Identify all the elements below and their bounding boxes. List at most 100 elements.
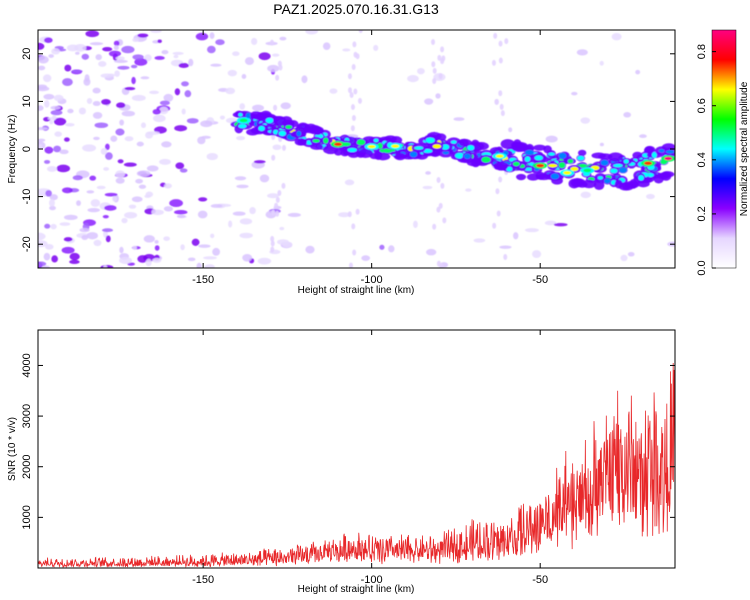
noise-speckle — [257, 257, 272, 265]
signal-blob-outer — [471, 157, 481, 168]
noise-speckle — [72, 175, 83, 181]
noise-speckle — [94, 122, 109, 129]
noise-speckle — [44, 159, 51, 164]
striation-speckle — [432, 67, 437, 74]
noise-speckle — [206, 152, 218, 161]
striation-speckle — [437, 54, 442, 61]
snr-y-tick-label: 1000 — [21, 505, 33, 529]
signal-blob-outer — [533, 144, 547, 151]
signal-blob-outer — [607, 152, 624, 162]
noise-speckle — [174, 88, 181, 96]
signal-blob — [610, 168, 618, 174]
noise-speckle — [239, 103, 246, 110]
striation-speckle — [349, 92, 354, 99]
signal-blob-outer — [516, 173, 527, 181]
noise-speckle — [86, 98, 93, 104]
noise-speckle — [305, 30, 319, 35]
signal-blob-outer — [621, 182, 631, 190]
noise-speckle — [50, 223, 57, 230]
spectrogram-x-tick-label: -100 — [361, 274, 383, 286]
striation-speckle — [271, 209, 276, 216]
signal-blob — [373, 138, 379, 143]
noise-speckle — [197, 210, 208, 219]
noise-speckle — [169, 199, 183, 207]
noise-speckle — [89, 175, 97, 181]
striation-speckle — [275, 210, 280, 217]
striation-speckle — [355, 208, 360, 215]
noise-speckle — [152, 257, 162, 263]
snr-x-tick-label: -100 — [361, 574, 383, 586]
noise-speckle — [38, 240, 48, 248]
noise-speckle — [344, 179, 355, 186]
signal-blob-outer — [500, 139, 515, 149]
signal-blob-outer — [577, 149, 587, 156]
noise-speckle — [301, 75, 308, 84]
noise-speckle — [154, 240, 159, 244]
noise-speckle — [63, 214, 78, 221]
noise-speckle — [422, 185, 433, 190]
noise-speckle — [287, 212, 301, 218]
striation-speckle — [273, 104, 278, 111]
noise-speckle — [172, 51, 184, 55]
signal-blob-outer — [526, 173, 540, 181]
noise-speckle — [137, 255, 148, 263]
noise-speckle — [103, 167, 110, 171]
noise-speckle — [599, 142, 604, 147]
snr-y-tick-label: 2000 — [21, 454, 33, 478]
signal-blob — [238, 113, 243, 117]
signal-blob-outer — [383, 135, 397, 143]
striation-speckle — [436, 177, 441, 184]
noise-speckle — [131, 76, 136, 85]
noise-speckle — [96, 185, 106, 190]
signal-blob — [450, 140, 457, 144]
noise-speckle — [225, 87, 236, 95]
noise-speckle — [305, 245, 315, 254]
striation-speckle — [350, 125, 355, 132]
spectrogram-x-tick-label: -150 — [192, 274, 214, 286]
striation-speckle — [492, 222, 497, 229]
noise-speckle — [74, 43, 87, 52]
striation-speckle — [270, 235, 275, 242]
signal-core — [536, 163, 545, 168]
noise-speckle — [114, 70, 120, 77]
signal-blob — [506, 166, 513, 172]
signal-blob-outer — [256, 111, 265, 121]
noise-speckle — [113, 45, 119, 51]
noise-speckle — [159, 106, 169, 115]
noise-speckle — [184, 90, 192, 98]
noise-speckle — [163, 183, 172, 189]
noise-speckle — [145, 131, 154, 139]
colorbar: 0.0 0.2 0.4 0.6 0.8 Normalized spectral ampl… — [696, 29, 750, 276]
noise-speckle — [92, 87, 101, 94]
striation-speckle — [436, 206, 441, 213]
noise-speckle — [620, 254, 628, 262]
noise-speckle — [198, 244, 211, 248]
noise-speckle — [267, 193, 279, 199]
snr-axes: -150 -100 -50 1000 2000 3000 4000 — [21, 330, 675, 586]
noise-speckle — [44, 100, 50, 108]
striation-speckle — [432, 223, 437, 230]
noise-speckle — [76, 200, 81, 206]
noise-speckle — [115, 128, 125, 136]
signal-blob-outer — [493, 161, 509, 169]
noise-speckle — [242, 254, 253, 262]
noise-speckle — [104, 192, 118, 197]
noise-speckle — [85, 30, 100, 38]
noise-speckle — [100, 148, 108, 155]
noise-speckle — [645, 193, 655, 200]
striation-speckle — [348, 262, 353, 268]
signal-blob — [618, 167, 628, 173]
striation-speckle — [438, 73, 443, 80]
striation-speckle — [442, 217, 447, 224]
signal-blob-outer — [570, 177, 584, 188]
signal-core — [333, 142, 342, 147]
noise-speckle — [322, 42, 331, 50]
noise-speckle — [38, 105, 44, 111]
signal-core — [239, 118, 248, 123]
striation-speckle — [500, 110, 505, 117]
signal-blob — [432, 144, 442, 149]
noise-speckle — [75, 51, 80, 55]
spectrogram-y-tick-label: -20 — [21, 236, 33, 252]
signal-blob — [604, 178, 611, 184]
